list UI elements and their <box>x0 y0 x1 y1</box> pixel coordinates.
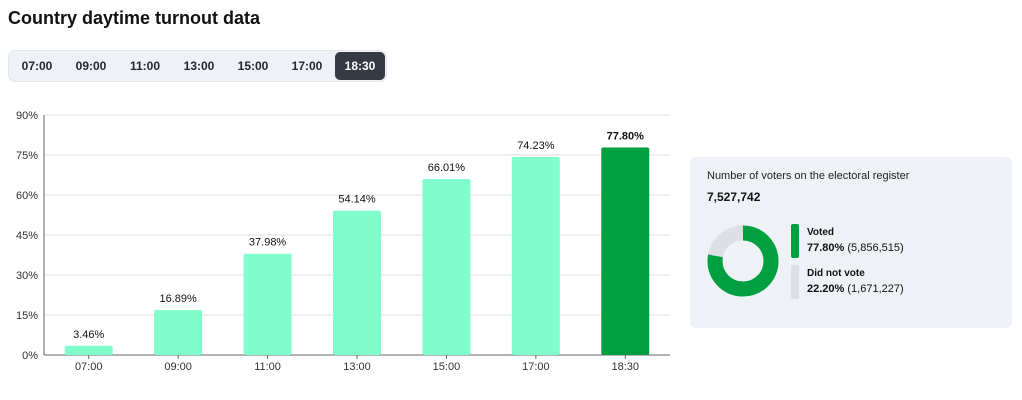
donut-segment-voted <box>707 225 779 297</box>
y-tick-label: 0% <box>22 350 38 362</box>
y-tick-label: 30% <box>16 270 38 282</box>
bar-value-label: 74.23% <box>517 140 555 152</box>
voted-value: 77.80% (5,856,515) <box>807 242 904 254</box>
bar[interactable] <box>64 345 113 355</box>
x-tick-label: 15:00 <box>433 361 461 373</box>
y-tick-label: 90% <box>16 110 38 122</box>
not-voted-swatch <box>791 265 799 299</box>
not-voted-value: 22.20% (1,671,227) <box>807 283 904 295</box>
y-tick-label: 75% <box>16 150 38 162</box>
y-tick-label: 45% <box>16 230 38 242</box>
not-voted-label: Did not vote <box>807 268 865 279</box>
x-tick-label: 18:30 <box>612 361 640 373</box>
turnout-bar-chart: 0% 15% 30% 45% 60% 75% 90% 3.46% 07:00 16.89% 09:0… <box>16 110 670 373</box>
page-title: Country daytime turnout data <box>8 8 261 28</box>
y-tick-label: 15% <box>16 310 38 322</box>
bar-value-label: 37.98% <box>249 237 287 249</box>
bar[interactable] <box>154 309 203 355</box>
register-label: Number of voters on the electoral regist… <box>707 170 910 182</box>
y-tick-label: 60% <box>16 190 38 202</box>
bar[interactable] <box>243 253 292 355</box>
tab-1700[interactable]: 17:00 <box>282 52 332 80</box>
bar-value-label: 66.01% <box>428 162 466 174</box>
voted-swatch <box>791 224 799 258</box>
tab-1100[interactable]: 11:00 <box>120 52 170 80</box>
x-tick-label: 07:00 <box>75 361 103 373</box>
tab-1500[interactable]: 15:00 <box>228 52 278 80</box>
x-tick-label: 13:00 <box>343 361 371 373</box>
x-tick-label: 11:00 <box>254 361 281 373</box>
tab-1300[interactable]: 13:00 <box>174 52 224 80</box>
tab-0900[interactable]: 09:00 <box>66 52 116 80</box>
tab-1830[interactable]: 18:30 <box>335 52 385 80</box>
bar-value-label: 16.89% <box>159 293 197 305</box>
tab-0700[interactable]: 07:00 <box>12 52 62 80</box>
bar[interactable] <box>601 147 650 355</box>
register-value: 7,527,742 <box>707 190 761 204</box>
voted-label: Voted <box>807 227 835 238</box>
turnout-donut-chart <box>707 225 779 297</box>
x-tick-label: 17:00 <box>522 361 550 373</box>
bar[interactable] <box>422 178 471 355</box>
time-tabs: 07:00 09:00 11:00 13:00 15:00 17:00 18:3… <box>8 50 387 82</box>
bar-value-label: 77.80% <box>607 131 645 143</box>
turnout-summary-card: Number of voters on the electoral regist… <box>690 157 1012 328</box>
bar-value-label: 54.14% <box>338 194 376 206</box>
x-tick-label: 09:00 <box>164 361 192 373</box>
bar[interactable] <box>511 157 560 355</box>
bar-value-label: 3.46% <box>73 329 104 341</box>
bar[interactable] <box>333 210 381 355</box>
